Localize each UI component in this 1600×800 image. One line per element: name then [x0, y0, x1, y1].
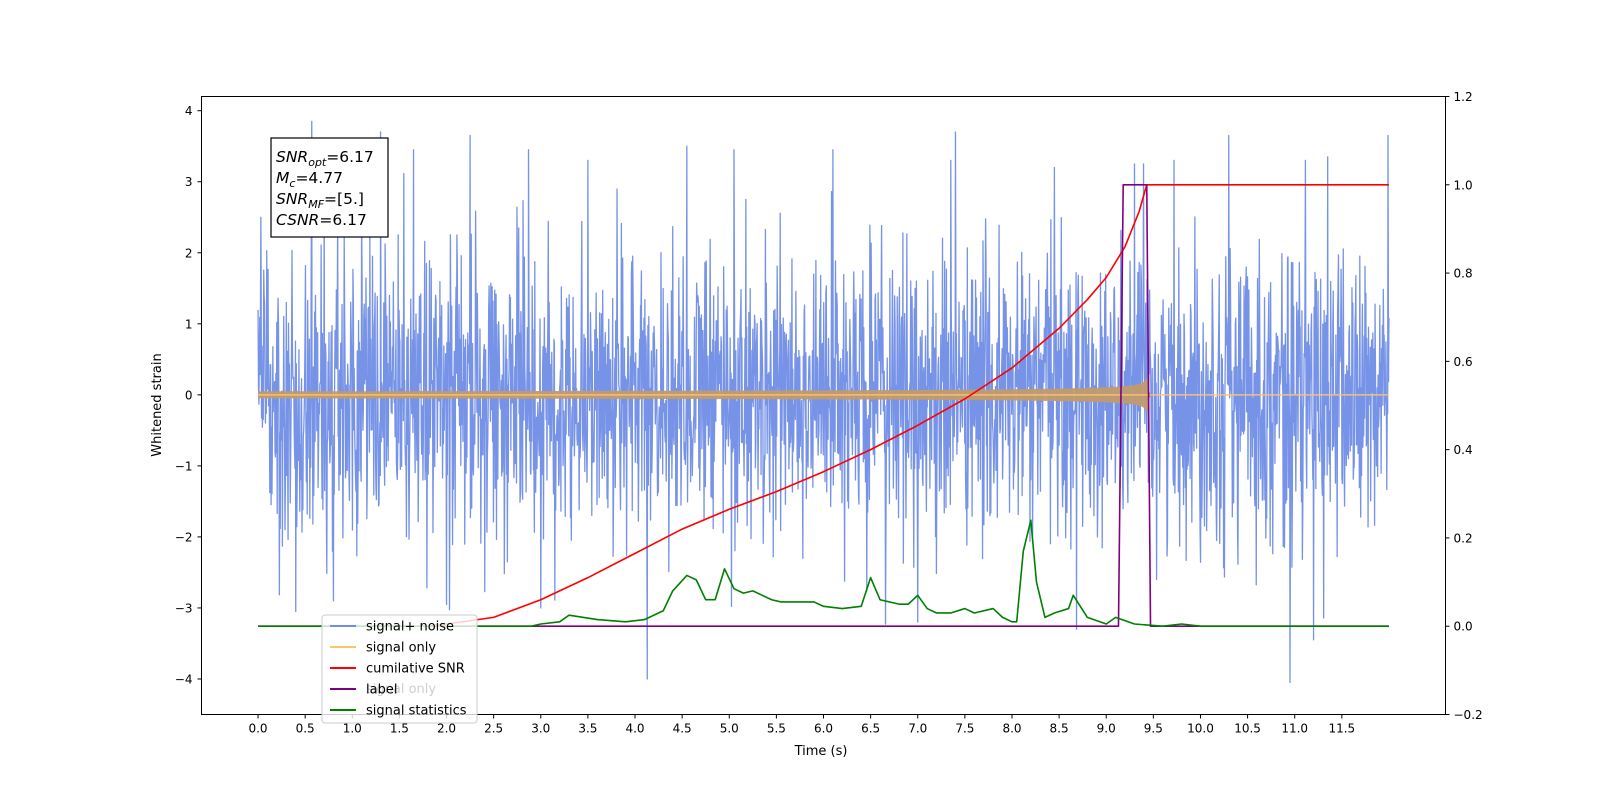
annotation-line: Mc=4.77 — [276, 169, 343, 190]
x-tick-label: 2.5 — [484, 722, 503, 736]
y-tick-label: 4 — [185, 104, 193, 118]
y-tick-label: 2 — [185, 246, 193, 260]
series-layer — [257, 120, 1390, 684]
y-tick-label: −4 — [175, 672, 193, 686]
series-signal-noise — [257, 120, 1390, 684]
annotation-frame — [270, 137, 389, 238]
x-tick-label: 4.5 — [673, 722, 692, 736]
annotation-line: CSNR=6.17 — [276, 211, 367, 229]
y-right-tick-label: 0.8 — [1454, 267, 1473, 281]
y-tick-label: −2 — [175, 530, 193, 544]
x-tick-label: 9.5 — [1144, 722, 1163, 736]
x-tick-label: 3.0 — [531, 722, 550, 736]
x-tick-label: 8.0 — [1002, 722, 1021, 736]
x-tick-label: 7.5 — [955, 722, 974, 736]
x-tick-label: 2.0 — [437, 722, 456, 736]
x-tick-label: 5.0 — [720, 722, 739, 736]
legend-frame — [321, 614, 478, 724]
y-tick-label: 1 — [185, 317, 193, 331]
x-tick-label: 1.5 — [390, 722, 409, 736]
y-tick-label: −3 — [175, 601, 193, 615]
annotation-line: SNRMF=[5.] — [276, 190, 364, 211]
x-axis-label: Time (s) — [794, 744, 848, 759]
x-tick-label: 3.5 — [578, 722, 597, 736]
x-tick-label: 6.0 — [814, 722, 833, 736]
legend-label: label — [366, 683, 397, 698]
x-tick-label: 10.0 — [1187, 722, 1214, 736]
x-tick-label: 11.0 — [1281, 722, 1308, 736]
legend-label: cumilative SNR — [366, 662, 465, 677]
x-tick-label: 8.5 — [1050, 722, 1069, 736]
x-tick-label: 11.5 — [1328, 722, 1355, 736]
y-right-tick-label: 1.0 — [1454, 178, 1473, 192]
x-tick-label: 0.0 — [248, 722, 267, 736]
x-tick-label: 6.5 — [861, 722, 880, 736]
series-signal-statistics — [258, 519, 1389, 628]
y-right-tick-label: 0.0 — [1454, 620, 1473, 634]
y-right-tick-label: 0.4 — [1454, 443, 1473, 457]
legend-label: signal statistics — [366, 704, 467, 719]
annotation-line: SNRopt=6.17 — [276, 148, 374, 169]
legend: signal only signal+ noise signal only cumi… — [321, 614, 478, 724]
y-axis-label: Whitened strain — [150, 353, 165, 456]
x-tick-label: 7.0 — [908, 722, 927, 736]
y-tick-label: 3 — [185, 175, 193, 189]
series-line — [427, 183, 1389, 628]
axes-layer: 0.0 0.5 1.0 1.5 2.0 2.5 3.0 3.5 4.0 4.5 5.0 5.5 6.0 6… — [175, 90, 1483, 736]
y-right-tick-label: 1.2 — [1454, 90, 1473, 104]
y-right-tick-label: −0.2 — [1454, 708, 1483, 722]
x-tick-label: 5.5 — [767, 722, 786, 736]
x-tick-label: 10.5 — [1234, 722, 1261, 736]
noise-trace — [257, 120, 1390, 684]
x-tick-label: 9.0 — [1097, 722, 1116, 736]
legend-label: signal only — [366, 641, 436, 656]
legend-label: signal+ noise — [366, 620, 454, 635]
series-signal-only — [258, 376, 1389, 413]
y-tick-label: 0 — [185, 388, 193, 402]
x-tick-label: 4.0 — [625, 722, 644, 736]
y-tick-label: −1 — [175, 459, 193, 473]
y-right-tick-label: 0.6 — [1454, 355, 1473, 369]
x-tick-label: 1.0 — [343, 722, 362, 736]
legend-hidden-text: signal only — [366, 682, 436, 697]
x-tick-label: 0.5 — [296, 722, 315, 736]
y-right-tick-label: 0.2 — [1454, 531, 1473, 545]
